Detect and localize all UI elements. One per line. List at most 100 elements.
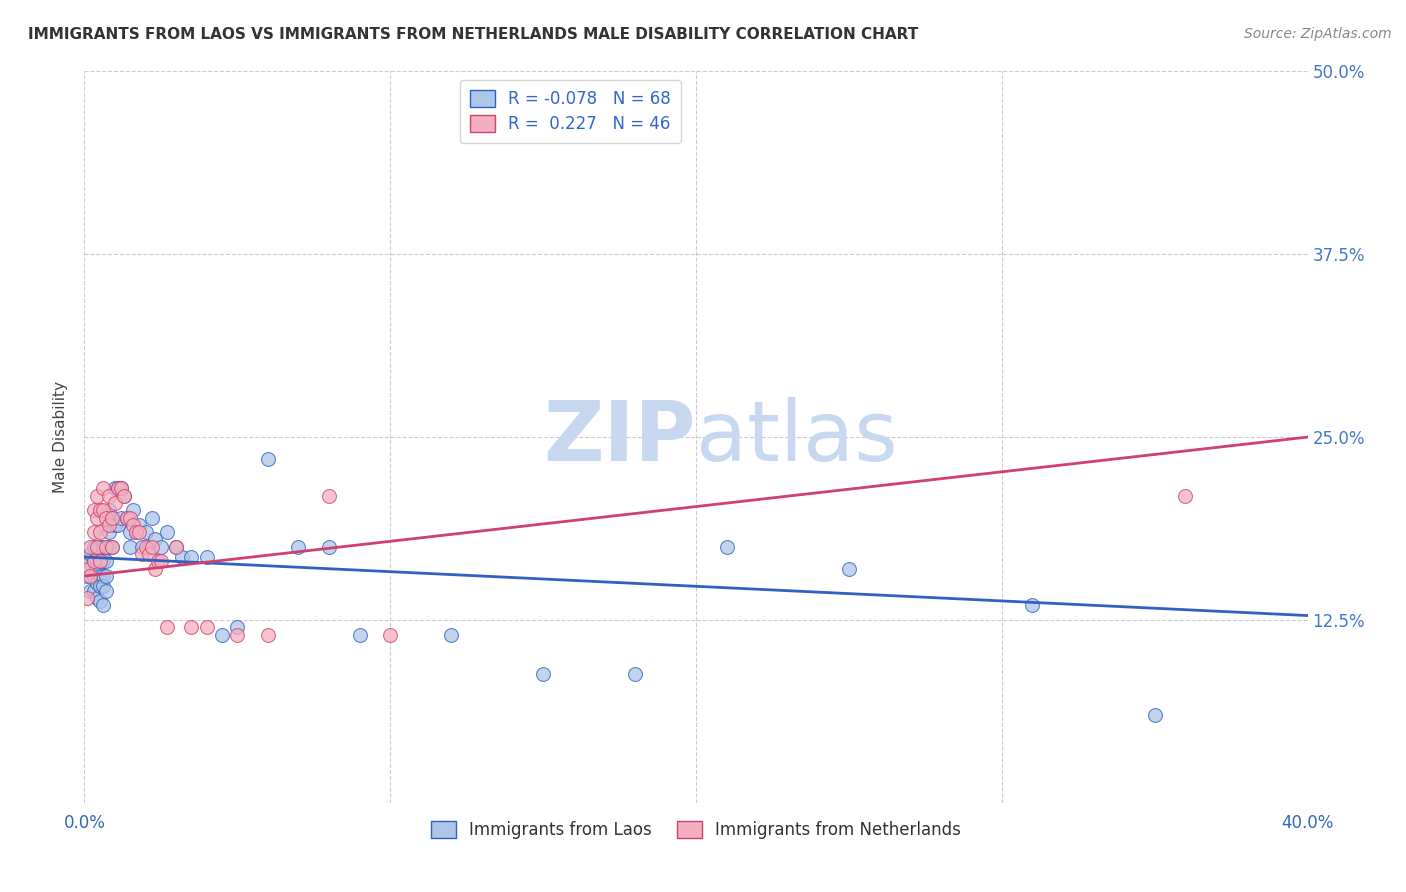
Point <box>531 667 554 681</box>
Point <box>624 667 647 681</box>
Point <box>101 510 124 524</box>
Point <box>76 569 98 583</box>
Point <box>257 627 280 641</box>
Point <box>91 579 114 593</box>
Point <box>318 540 340 554</box>
Point <box>112 489 135 503</box>
Point <box>131 540 153 554</box>
Point <box>79 547 101 561</box>
Point <box>143 562 166 576</box>
Point <box>180 549 202 564</box>
Point <box>89 569 111 583</box>
Point <box>86 576 108 591</box>
Point <box>91 540 114 554</box>
Point <box>195 620 218 634</box>
Point <box>86 562 108 576</box>
Point <box>83 554 105 568</box>
Point <box>83 525 105 540</box>
Point <box>141 540 163 554</box>
Point <box>83 569 105 583</box>
Point <box>149 554 172 568</box>
Point <box>107 481 129 495</box>
Point <box>180 620 202 634</box>
Point <box>172 549 194 564</box>
Point <box>104 496 127 510</box>
Point <box>135 540 157 554</box>
Point <box>156 620 179 634</box>
Point <box>97 525 120 540</box>
Point <box>91 503 114 517</box>
Point <box>440 627 463 641</box>
Text: atlas: atlas <box>696 397 897 477</box>
Point <box>76 562 98 576</box>
Point <box>318 489 340 503</box>
Point <box>149 540 172 554</box>
Point <box>83 583 105 598</box>
Point <box>86 540 108 554</box>
Point <box>122 503 145 517</box>
Point <box>101 540 124 554</box>
Text: Source: ZipAtlas.com: Source: ZipAtlas.com <box>1244 27 1392 41</box>
Point <box>79 583 101 598</box>
Point <box>131 547 153 561</box>
Point <box>97 503 120 517</box>
Point <box>146 554 169 568</box>
Point <box>257 452 280 467</box>
Point <box>141 510 163 524</box>
Point <box>115 510 138 524</box>
Point <box>110 481 132 495</box>
Point <box>83 540 105 554</box>
Point <box>94 583 117 598</box>
Point <box>76 554 98 568</box>
Point <box>112 489 135 503</box>
Point <box>122 517 145 532</box>
Point <box>79 562 101 576</box>
Point <box>1143 708 1166 723</box>
Point <box>91 599 114 613</box>
Point <box>349 627 371 641</box>
Point <box>89 554 111 568</box>
Point <box>97 489 120 503</box>
Point <box>101 540 124 554</box>
Point <box>101 510 124 524</box>
Point <box>94 554 117 568</box>
Point <box>86 591 108 605</box>
Point <box>211 627 233 641</box>
Point <box>86 489 108 503</box>
Y-axis label: Male Disability: Male Disability <box>53 381 69 493</box>
Point <box>89 554 111 568</box>
Point <box>79 569 101 583</box>
Point <box>83 503 105 517</box>
Point <box>104 481 127 495</box>
Point <box>110 510 132 524</box>
Point <box>76 591 98 605</box>
Text: IMMIGRANTS FROM LAOS VS IMMIGRANTS FROM NETHERLANDS MALE DISABILITY CORRELATION : IMMIGRANTS FROM LAOS VS IMMIGRANTS FROM … <box>28 27 918 42</box>
Point <box>94 569 117 583</box>
Point <box>91 569 114 583</box>
Point <box>156 525 179 540</box>
Point <box>138 547 160 561</box>
Point <box>195 549 218 564</box>
Point <box>120 510 142 524</box>
Point <box>94 540 117 554</box>
Point <box>125 525 148 540</box>
Point <box>79 540 101 554</box>
Point <box>89 540 111 554</box>
Point <box>89 525 111 540</box>
Point <box>120 540 142 554</box>
Point <box>128 525 150 540</box>
Point <box>94 510 117 524</box>
Point <box>380 627 402 641</box>
Point <box>91 481 114 495</box>
Text: ZIP: ZIP <box>544 397 696 477</box>
Point <box>107 517 129 532</box>
Point <box>165 540 187 554</box>
Point <box>143 533 166 547</box>
Point <box>135 525 157 540</box>
Point <box>1174 489 1197 503</box>
Point <box>107 481 129 495</box>
Point <box>115 510 138 524</box>
Point <box>128 517 150 532</box>
Point <box>138 540 160 554</box>
Point <box>226 620 249 634</box>
